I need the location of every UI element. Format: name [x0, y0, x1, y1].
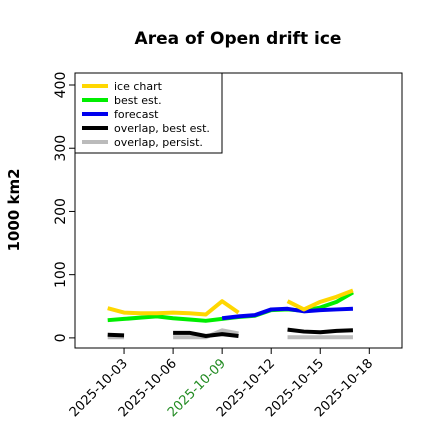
y-tick-label: 0	[53, 333, 69, 342]
y-tick-label: 400	[53, 72, 69, 99]
legend-label: ice chart	[114, 80, 163, 93]
series-line	[221, 306, 354, 321]
y-tick-label: 200	[53, 198, 69, 225]
series-line	[107, 332, 125, 338]
legend-label: forecast	[114, 108, 159, 121]
y-axis-label: 1000 km2	[5, 168, 23, 251]
y-tick-label: 100	[53, 261, 69, 288]
chart-title: Area of Open drift ice	[135, 29, 342, 49]
legend-label: best est.	[114, 94, 162, 107]
legend-label: overlap, persist.	[114, 136, 203, 149]
series-line	[286, 288, 354, 312]
y-tick-label: 300	[53, 135, 69, 162]
series-line	[107, 299, 240, 317]
plot-frame	[74, 72, 403, 349]
legend-label: overlap, best est.	[114, 122, 210, 135]
series-line	[287, 327, 354, 335]
series-line	[173, 330, 239, 338]
